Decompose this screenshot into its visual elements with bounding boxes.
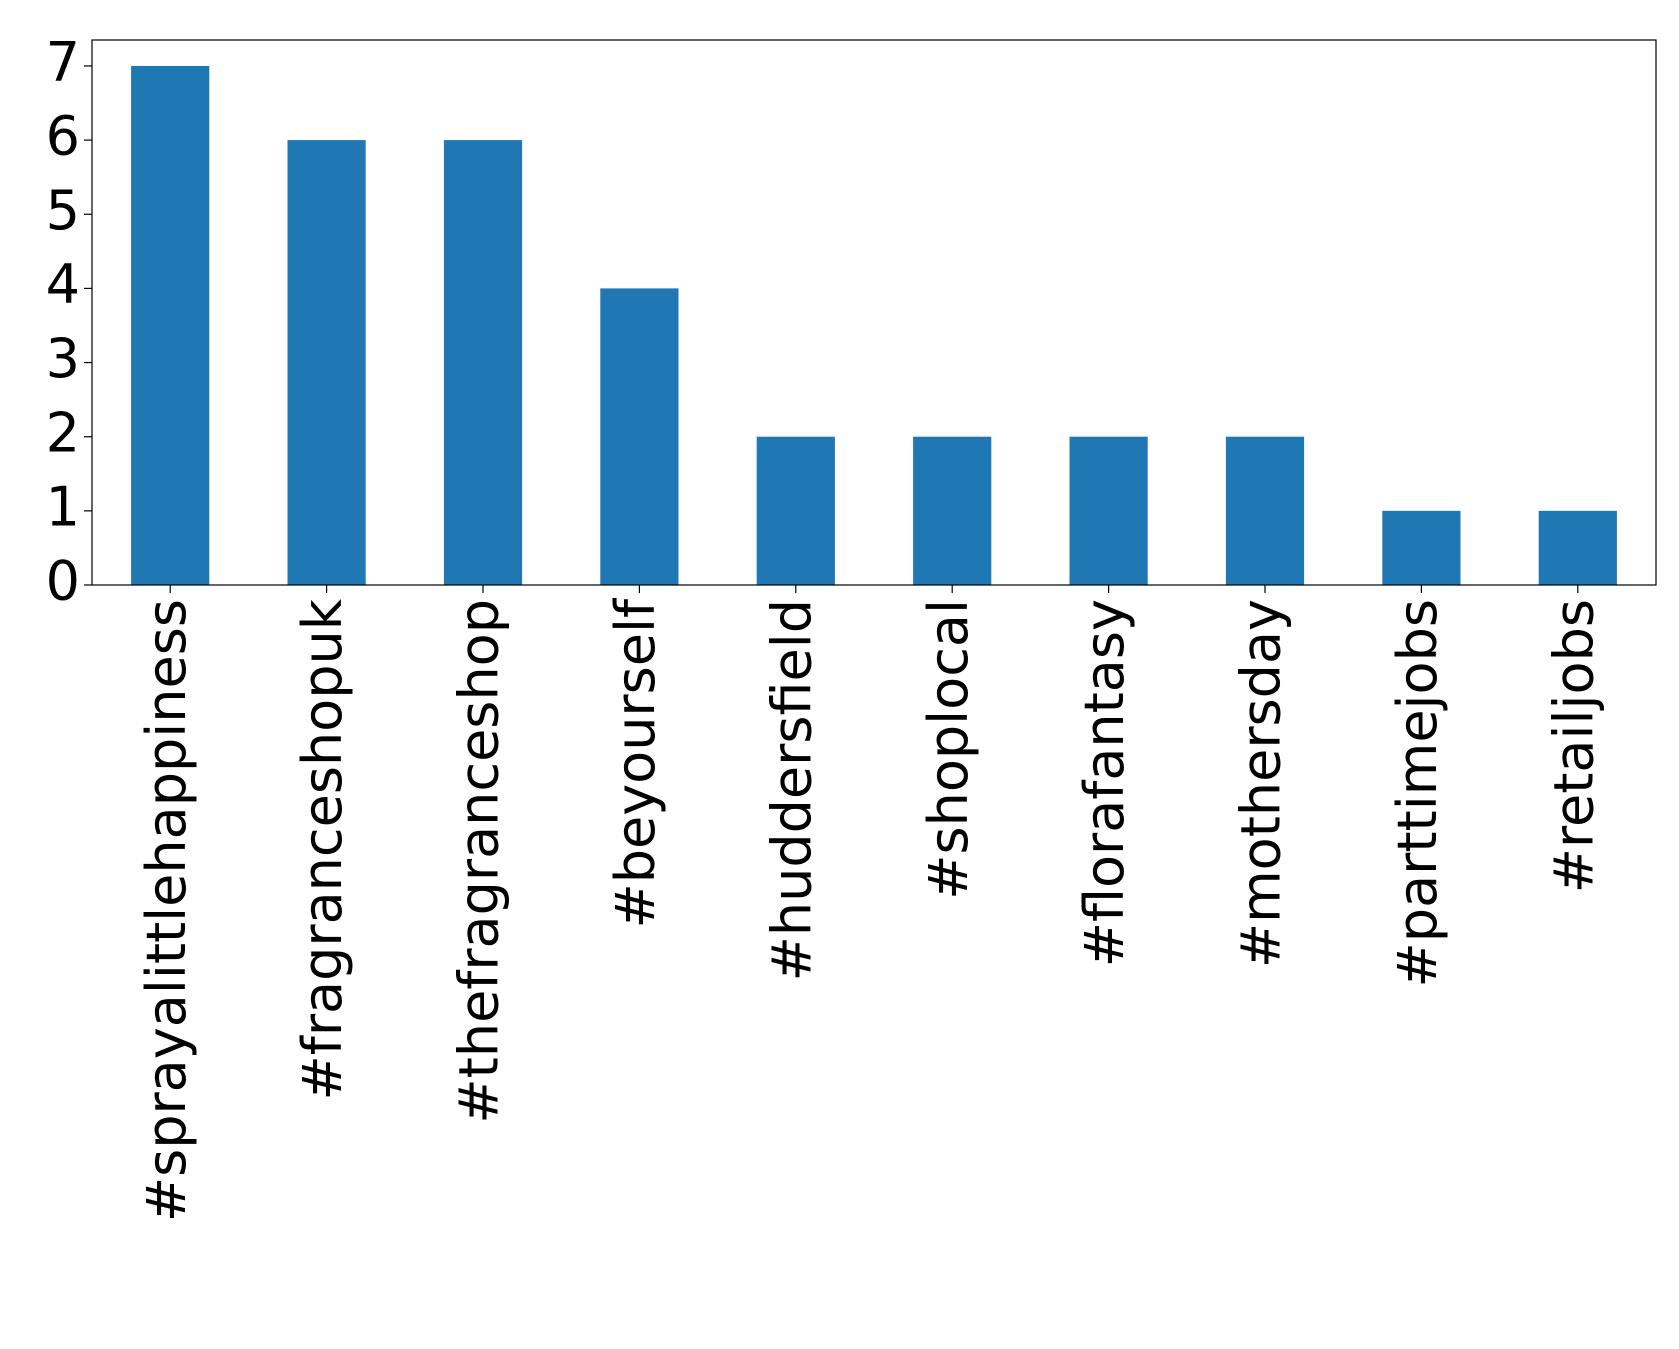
x-tick-label: #retailjobs — [1542, 599, 1605, 893]
bar — [1538, 510, 1617, 585]
x-tick-label: #shoplocal — [917, 599, 980, 900]
x-tick-label: #beyourself — [604, 597, 667, 929]
y-tick-label: 3 — [46, 327, 80, 390]
y-tick-label: 0 — [46, 550, 80, 613]
bar — [287, 140, 366, 585]
bar — [1225, 436, 1305, 585]
bar — [443, 140, 523, 585]
x-tick-label: #mothersday — [1230, 599, 1293, 968]
bar — [913, 436, 992, 585]
x-tick-label: #thefragranceshop — [448, 599, 511, 1124]
x-tick-label: #fragranceshopuk — [291, 598, 354, 1100]
bar — [756, 436, 835, 585]
y-tick-label: 1 — [46, 475, 80, 538]
bar — [1382, 510, 1461, 585]
y-tick-label: 7 — [46, 31, 80, 94]
y-tick-label: 6 — [46, 105, 80, 168]
x-tick-label: #huddersfield — [760, 599, 823, 981]
bar — [1069, 436, 1148, 585]
x-tick-label: #parttimejobs — [1386, 599, 1449, 987]
y-tick-label: 4 — [46, 253, 80, 316]
y-tick-label: 5 — [46, 179, 80, 242]
plot-frame — [91, 39, 1657, 586]
bar — [600, 288, 679, 585]
x-tick-label: #florafantasy — [1073, 599, 1136, 967]
x-tick-label: #sprayalittlehappiness — [135, 599, 198, 1222]
y-tick-label: 2 — [46, 401, 80, 464]
bar — [131, 65, 210, 585]
